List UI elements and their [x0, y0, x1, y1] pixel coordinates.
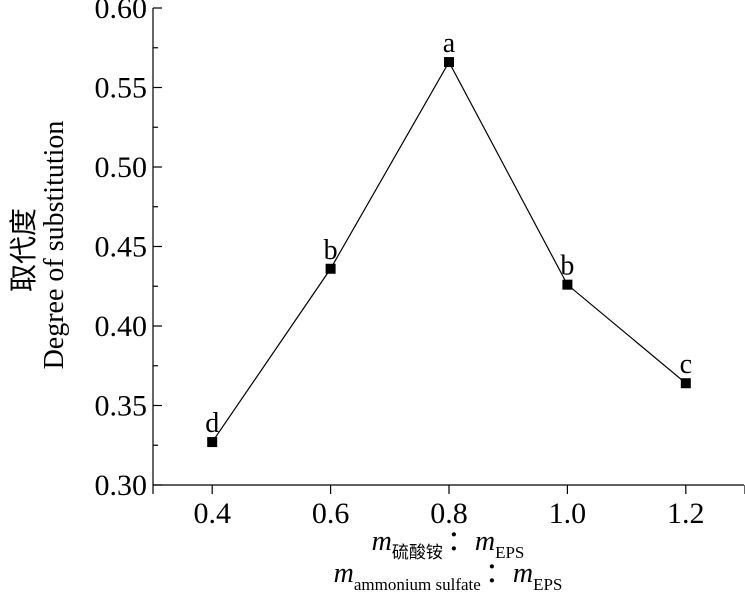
- x-tick-label: 0.6: [312, 497, 350, 530]
- x-label2-sub1: ammonium sulfate: [354, 575, 481, 593]
- significance-letter: a: [443, 28, 456, 59]
- y-axis-label-en: Degree of substitution: [39, 121, 70, 370]
- x-tick-label: 0.8: [430, 497, 468, 530]
- y-tick-label: 0.55: [95, 72, 148, 105]
- data-point-marker: [207, 437, 218, 448]
- x-label1-sub2: EPS: [495, 543, 524, 562]
- y-tick-label: 0.35: [95, 390, 148, 423]
- data-point-marker: [562, 279, 573, 290]
- significance-letter: c: [680, 349, 692, 380]
- y-tick-label: 0.50: [95, 151, 148, 184]
- x-tick-label: 0.4: [193, 497, 231, 530]
- x-tick-label: 1.2: [667, 497, 705, 530]
- y-tick-label: 0.45: [95, 231, 148, 264]
- ticks: 0.30 0.35 0.40 0.45 0.50 0.55 0.60 0.4 0.6 0.8 1.0…: [95, 0, 745, 530]
- x-label1-m1: m: [372, 526, 392, 557]
- series: [207, 57, 691, 448]
- significance-letter: d: [205, 408, 219, 439]
- x-label1-colon: ：: [447, 526, 475, 557]
- series-line: [211, 60, 687, 443]
- x-label2-sub2: EPS: [533, 575, 562, 593]
- x-axis-label-line2: mammonium sulfate ：mEPS: [334, 558, 563, 593]
- axes: [152, 8, 744, 486]
- x-label2-m1: m: [334, 558, 354, 589]
- data-point-marker: [680, 378, 691, 389]
- significance-letter: b: [324, 235, 338, 266]
- data-point-marker: [444, 57, 454, 68]
- y-axis-label-cn: 取代度: [8, 208, 40, 292]
- point-labels: d b a b c: [205, 28, 692, 439]
- x-label2-m2: m: [513, 558, 533, 589]
- significance-letter: b: [560, 251, 574, 282]
- y-tick-label: 0.30: [95, 469, 148, 502]
- y-tick-label: 0.40: [95, 310, 148, 343]
- x-label1-m2: m: [475, 526, 495, 557]
- x-axis-label-line1: m硫酸铵 ：mEPS: [372, 526, 525, 562]
- data-point-marker: [325, 263, 336, 274]
- x-label1-sub1: 硫酸铵: [392, 543, 443, 562]
- x-label2-colon: ：: [485, 558, 513, 589]
- y-tick-label: 0.60: [95, 0, 148, 25]
- x-tick-label: 1.0: [549, 497, 587, 530]
